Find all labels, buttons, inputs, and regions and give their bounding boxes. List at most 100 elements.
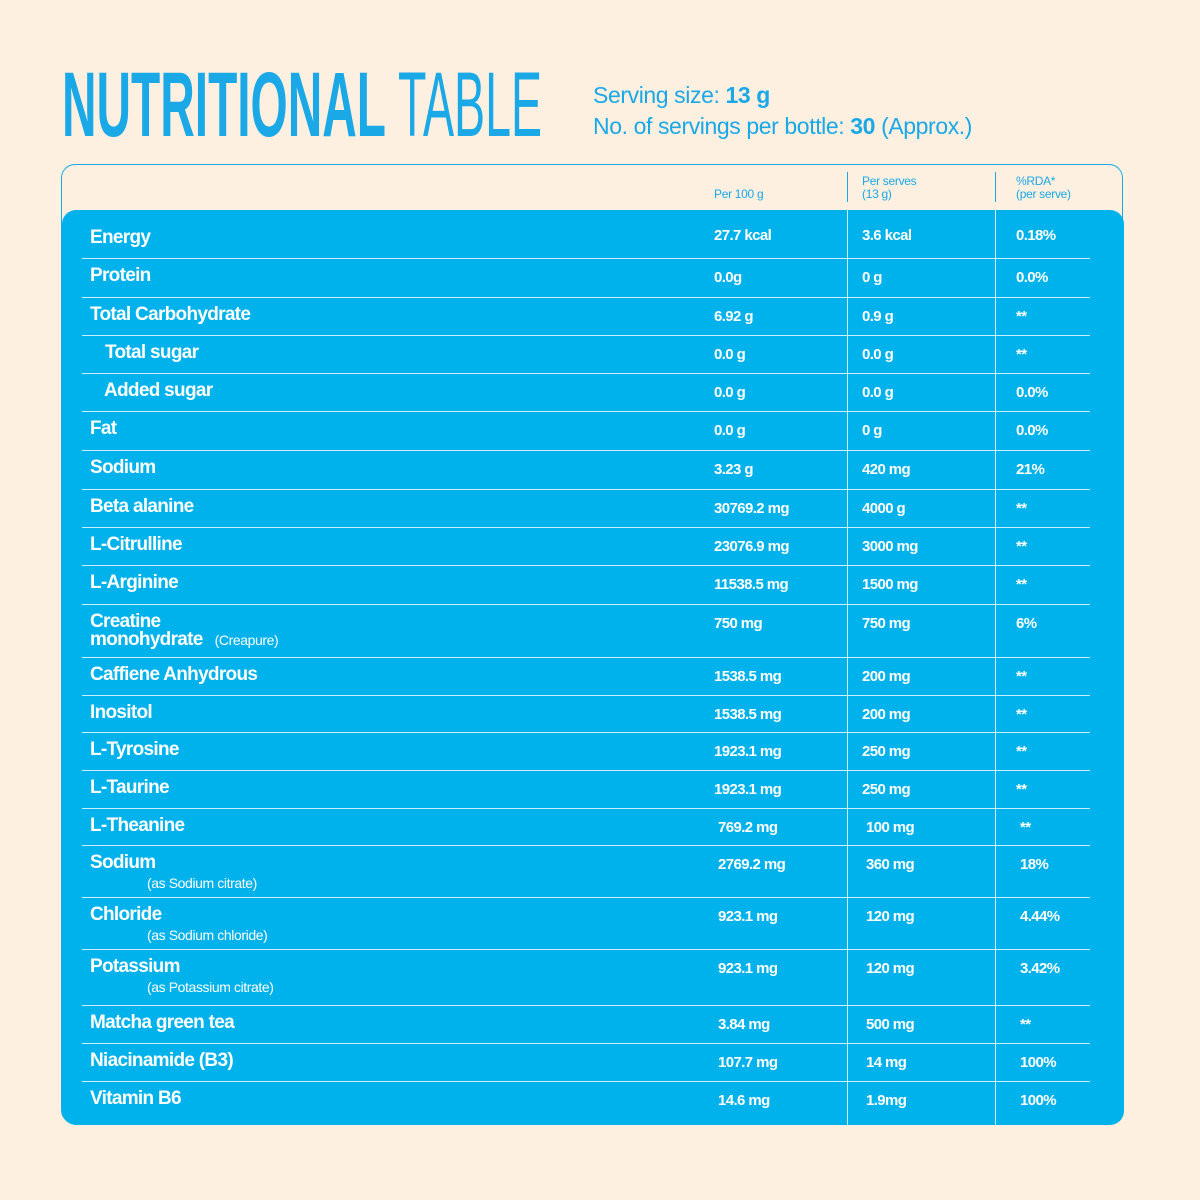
value-cell: ** [1016, 706, 1027, 723]
table-row: L-Arginine 11538.5 mg 1500 mg ** [82, 565, 1090, 605]
name-cell: Total sugar [105, 343, 665, 362]
name-cell: L-Theanine [90, 815, 650, 836]
name-cell: Vitamin B6 [90, 1089, 650, 1108]
nutrient-name: Fat [90, 418, 117, 439]
name-cell: Protein [90, 265, 650, 286]
nutrient-name: Matcha green tea [90, 1012, 235, 1033]
value-cell: ** [1016, 346, 1027, 363]
nutrient-name: L-Tyrosine [90, 739, 179, 760]
table-row: Caffiene Anhydrous 1538.5 mg 200 mg ** [82, 657, 1090, 696]
table-row: Inositol 1538.5 mg 200 mg ** [82, 695, 1090, 733]
value-cell: 100% [1020, 1054, 1057, 1071]
table-row: Creatine monohydrate (Creapure) 750 mg 750… [82, 604, 1090, 658]
value-cell: 0 g [862, 422, 882, 439]
label: No. of servings per bottle: [593, 113, 845, 139]
servings: No. of servings per bottle: 30 (Approx.) [593, 113, 972, 140]
value-cell: 750 mg [862, 615, 911, 632]
value-cell: ** [1016, 308, 1027, 325]
table-row: Added sugar 0.0 g 0.0 g 0.0% [82, 373, 1090, 412]
nutrient-name: Sodium [90, 457, 156, 478]
table-row: Chloride (as Sodium chloride) 923.1 mg 120 … [82, 897, 1090, 950]
nutrient-name: Protein [90, 265, 151, 286]
col-header-title: %RDA* [1016, 174, 1056, 188]
table-row: L-Theanine 769.2 mg 100 mg ** [82, 808, 1090, 846]
value-cell: ** [1016, 538, 1027, 555]
title: NUTRITIONAL TABLE [62, 54, 542, 156]
value-cell: 1538.5 mg [714, 706, 782, 723]
col-header-title: Per serves [862, 174, 917, 188]
nutrient-name: Total Carbohydrate [90, 304, 251, 325]
value-cell: 0.0% [1016, 384, 1048, 401]
nutrient-note: (as Sodium citrate) [147, 875, 257, 891]
value-cell: 27.7 kcal [714, 227, 772, 244]
name-cell: Potassium (as Potassium citrate) [90, 957, 650, 996]
table-row: Total Carbohydrate 6.92 g 0.9 g ** [82, 297, 1090, 336]
value-cell: 14 mg [866, 1054, 907, 1071]
table-row: Protein 0.0g 0 g 0.0% [82, 258, 1090, 298]
value-cell: 500 mg [866, 1016, 915, 1033]
value-cell: 21% [1016, 461, 1045, 478]
value-cell: 4000 g [862, 500, 906, 517]
value-cell: 6% [1016, 615, 1037, 632]
value-cell: 100 mg [866, 819, 915, 836]
value-cell: ** [1016, 500, 1027, 517]
value-cell: 250 mg [862, 743, 911, 760]
value-cell: 0.0g [714, 269, 742, 286]
value-cell: 769.2 mg [718, 819, 778, 836]
value-cell: 107.7 mg [718, 1054, 778, 1071]
value-cell: 360 mg [866, 856, 915, 873]
value-cell: 250 mg [862, 781, 911, 798]
table-row: Total sugar 0.0 g 0.0 g ** [82, 335, 1090, 374]
name-cell: Sodium [90, 457, 650, 478]
name-cell: Matcha green tea [90, 1012, 650, 1033]
value-cell: 0.0 g [714, 422, 746, 439]
name-cell: L-Taurine [90, 777, 650, 798]
value-cell: ** [1016, 668, 1027, 685]
name-cell: Energy [90, 228, 650, 247]
nutrient-name: Caffiene Anhydrous [90, 664, 258, 685]
table-row: Potassium (as Potassium citrate) 923.1 mg 1… [82, 949, 1090, 1006]
value-cell: 3.6 kcal [862, 227, 912, 244]
table-row: Matcha green tea 3.84 mg 500 mg ** [82, 1005, 1090, 1044]
value-cell: 11538.5 mg [714, 576, 789, 593]
table-row: Sodium 3.23 g 420 mg 21% [82, 450, 1090, 490]
name-cell: Chloride (as Sodium chloride) [90, 905, 650, 944]
col-header: %RDA* (per serve) [1016, 175, 1071, 201]
label: Serving size: [593, 82, 720, 108]
nutrient-name: Niacinamide (B3) [90, 1050, 234, 1071]
table-row: Vitamin B6 14.6 mg 1.9mg 100% [82, 1081, 1090, 1121]
table-row: Sodium (as Sodium citrate) 2769.2 mg 360 mg… [82, 845, 1090, 898]
col-header-note: (per serve) [1016, 187, 1071, 201]
name-cell: Creatine monohydrate (Creapure) [90, 612, 650, 649]
table-row: L-Tyrosine 1923.1 mg 250 mg ** [82, 732, 1090, 771]
nutrient-name: Added sugar [104, 380, 213, 401]
value-cell: 3.84 mg [718, 1016, 770, 1033]
table-row: Beta alanine 30769.2 mg 4000 g ** [82, 489, 1090, 528]
column-divider [847, 210, 848, 1125]
name-cell: Added sugar [104, 380, 664, 401]
note: (Approx.) [881, 113, 973, 139]
value-cell: 18% [1020, 856, 1049, 873]
value-cell: ** [1016, 781, 1027, 798]
name-cell: Sodium (as Sodium citrate) [90, 852, 650, 892]
value: 30 [850, 113, 876, 139]
divider [995, 172, 996, 202]
name-cell: Niacinamide (B3) [90, 1050, 650, 1071]
value-cell: 0.0% [1016, 269, 1048, 286]
value-cell: 0.0 g [862, 346, 894, 363]
value-cell: 0.0 g [714, 384, 746, 401]
nutrient-name: L-Taurine [90, 777, 170, 798]
nutrient-name: L-Arginine [90, 572, 179, 593]
value-cell: 2769.2 mg [718, 856, 786, 873]
value-cell: 1538.5 mg [714, 668, 782, 685]
nutrient-name: Sodium [90, 852, 156, 873]
name-cell: L-Tyrosine [90, 739, 650, 760]
table-row: L-Citrulline 23076.9 mg 3000 mg ** [82, 527, 1090, 566]
col-header: Per 100 g [714, 187, 764, 201]
nutrient-name: L-Theanine [90, 815, 185, 836]
value-cell: 3000 mg [862, 538, 918, 555]
name-cell: Caffiene Anhydrous [90, 664, 650, 685]
value-cell: 120 mg [866, 908, 915, 925]
value-cell: 0 g [862, 269, 882, 286]
nutrient-name: Inositol [90, 702, 153, 723]
